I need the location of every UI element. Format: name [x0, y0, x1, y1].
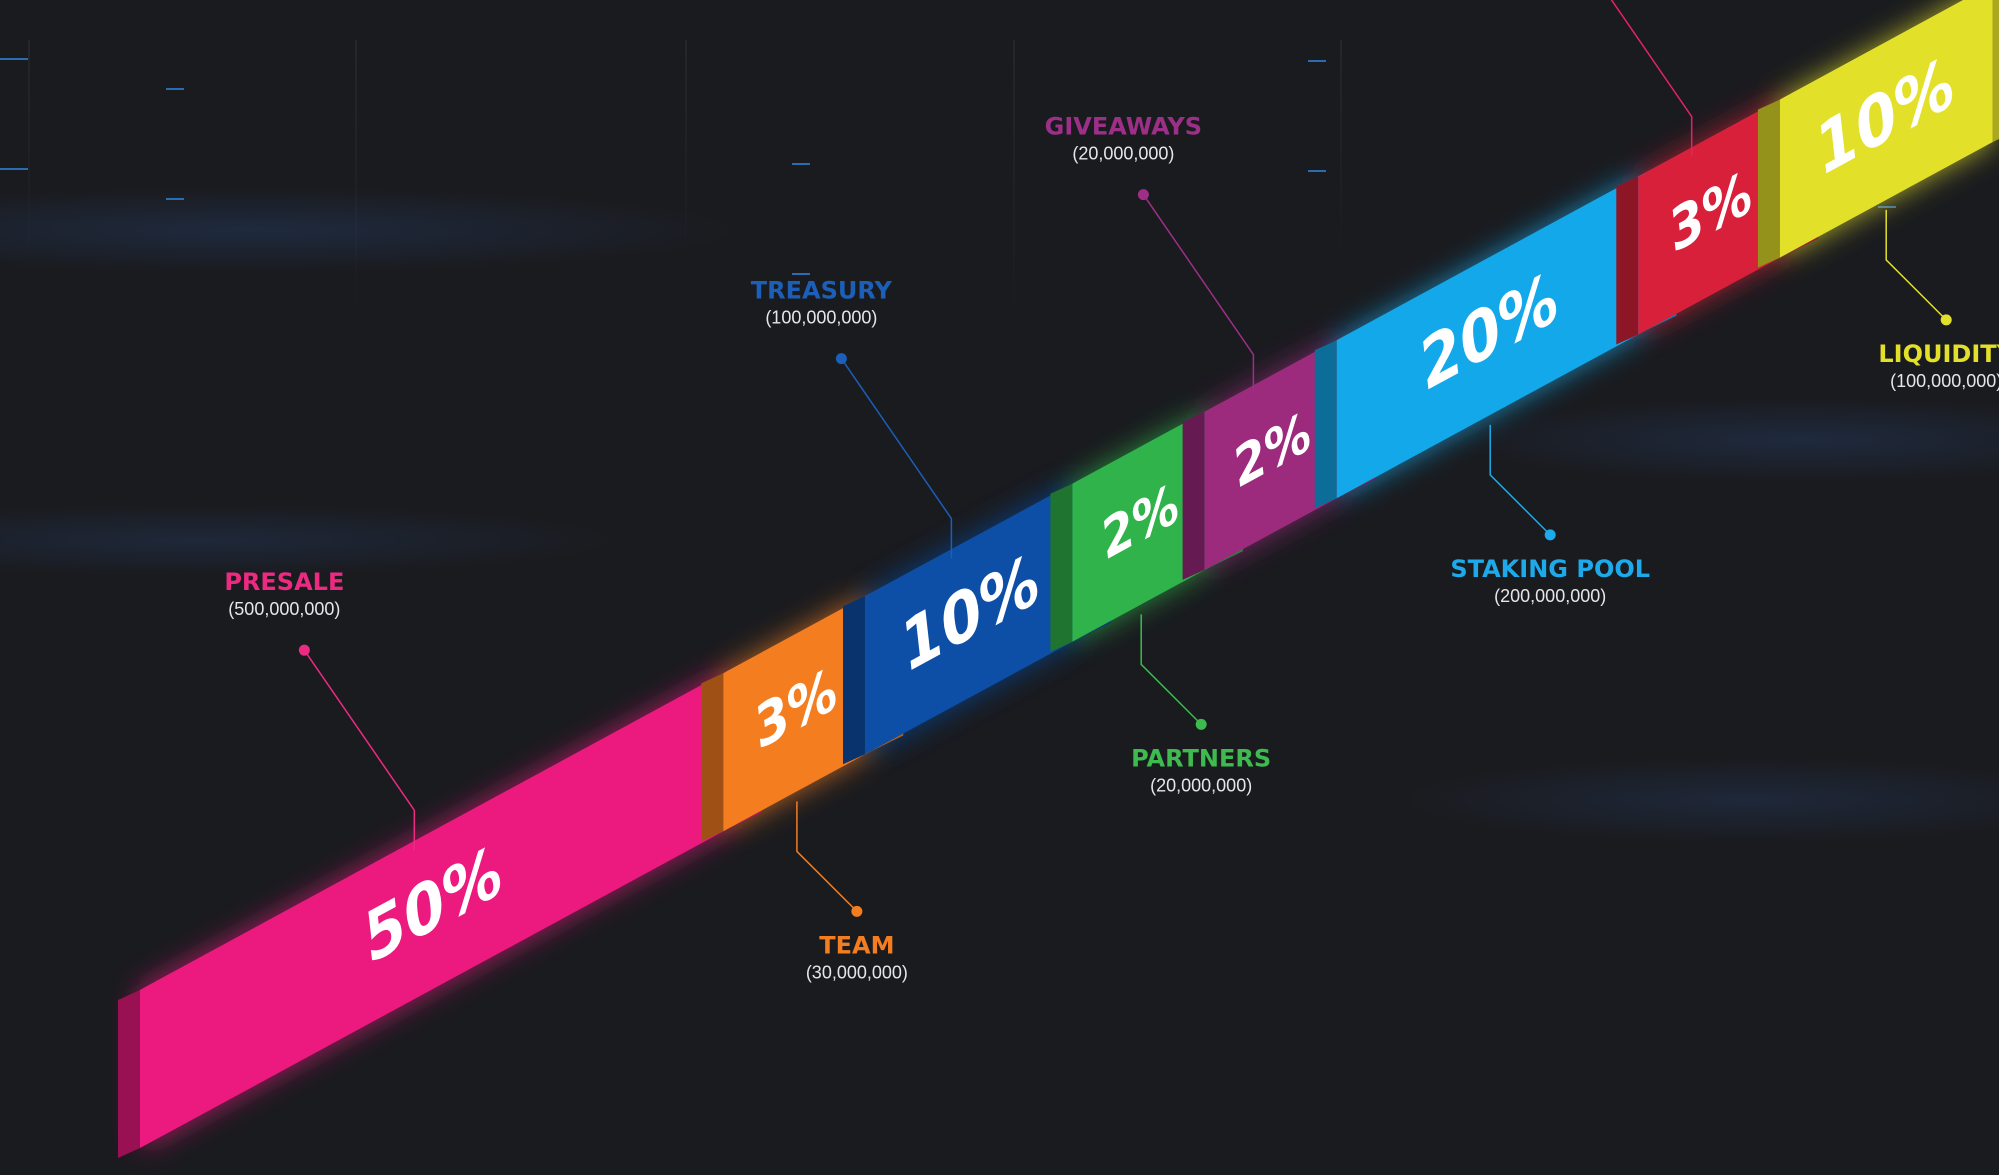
callout-treasury: TREASURY (100,000,000) [751, 277, 953, 559]
callout-liquidity: LIQUIDITY (100,000,000) [1878, 209, 1999, 391]
block-left-face [1757, 99, 1780, 268]
leader-line [1489, 424, 1551, 536]
bar [1638, 96, 1786, 335]
leader-line [1610, 0, 1693, 157]
category-amount: (200,000,000) [1494, 586, 1606, 606]
bg-streak [1013, 40, 1015, 320]
leader-dot [835, 353, 847, 365]
callout-staking-pool: STAKING POOL (200,000,000) [1450, 424, 1650, 606]
leader-dot [1137, 189, 1149, 201]
callout-giveaways: GIVEAWAYS (20,000,000) [1045, 113, 1255, 395]
leader-line [840, 358, 953, 559]
category-amount: (30,000,000) [806, 962, 908, 982]
category-label: LIQUIDITY [1878, 340, 1999, 368]
leader-line [796, 801, 858, 912]
segment-presale: 50% [118, 654, 762, 1158]
bar [723, 593, 871, 832]
category-amount: (20,000,000) [1072, 144, 1174, 164]
block-left-face [701, 673, 724, 842]
category-label: TEAM [819, 931, 894, 959]
leader-line [1140, 614, 1202, 725]
bg-streak [685, 40, 687, 260]
block-end-face [1992, 0, 1999, 143]
bg-dash [166, 198, 184, 200]
leader-dot [1940, 314, 1952, 326]
leader-dot [1544, 529, 1556, 541]
callout-team: TEAM (30,000,000) [796, 801, 908, 982]
bg-dash [1308, 60, 1326, 62]
bar [1779, 0, 1993, 258]
leader-dot [851, 905, 863, 917]
bar [865, 480, 1078, 755]
bg-dash [0, 168, 28, 170]
block-left-face [1050, 483, 1073, 652]
segment-marketing: 3% [1616, 80, 1819, 345]
bar [1204, 337, 1343, 570]
bar [1336, 173, 1644, 499]
category-label: PRESALE [224, 568, 344, 596]
segment-liquidity: 10% [1757, 0, 1999, 268]
category-label: PARTNERS [1131, 744, 1271, 772]
category-amount: (100,000,000) [1890, 371, 1999, 391]
bg-dash [0, 58, 28, 60]
callout-partners: PARTNERS (20,000,000) [1131, 614, 1271, 795]
block-left-face [1182, 411, 1205, 580]
block-left-face [118, 990, 140, 1158]
bg-dash [1878, 206, 1896, 208]
blocks-layer: 50%3%10%2%2%20%3%10% [118, 0, 1999, 1158]
leader-line [1885, 209, 1947, 321]
leader-dot [1195, 718, 1207, 730]
leader-line [1142, 194, 1255, 395]
bg-streak [355, 40, 357, 320]
category-amount: (500,000,000) [228, 599, 340, 619]
bg-dash [166, 88, 184, 90]
bar [1072, 409, 1210, 642]
bg-streak [1340, 40, 1342, 260]
category-amount: (100,000,000) [765, 308, 877, 328]
leader-dot [298, 644, 310, 656]
leader-line [303, 649, 416, 851]
callout-presale: PRESALE (500,000,000) [224, 568, 416, 851]
callout-marketing: MARKETING(30,000,000) [1610, 0, 1693, 157]
bg-dash [1308, 170, 1326, 172]
bg-streak [28, 40, 30, 260]
category-label: TREASURY [751, 277, 893, 305]
block-left-face [1616, 176, 1639, 345]
bar [140, 670, 729, 1148]
bg-dash [792, 273, 810, 275]
callouts-layer: PRESALE (500,000,000) TEAM (30,000,000) TREA… [224, 0, 1999, 982]
category-label: STAKING POOL [1450, 555, 1650, 583]
bg-dash [792, 163, 810, 165]
category-amount: (20,000,000) [1150, 775, 1252, 795]
category-label: GIVEAWAYS [1045, 113, 1202, 141]
block-left-face [843, 596, 865, 765]
block-left-face [1314, 340, 1337, 509]
